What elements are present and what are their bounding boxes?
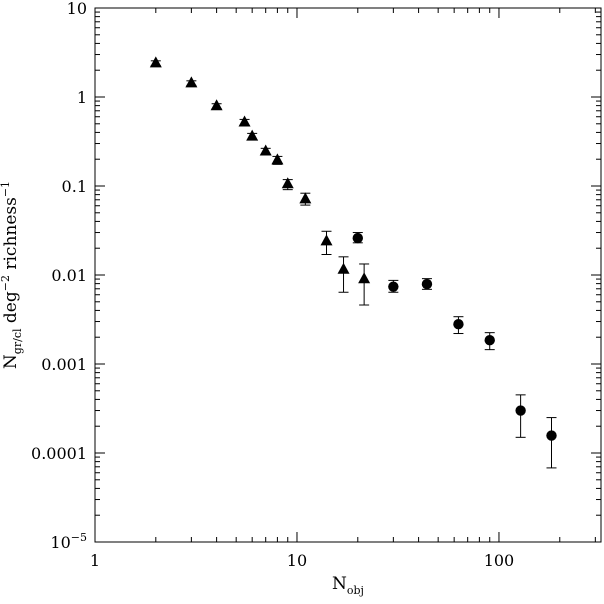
triangle-point: [299, 192, 312, 204]
x-axis-title: Nobj: [332, 574, 364, 597]
y-tick-label: 10: [67, 0, 87, 18]
triangle-point: [259, 144, 272, 156]
error-bar: [359, 263, 370, 306]
y-axis-title: Ngr/cl deg−2 richness−1: [0, 181, 24, 369]
circle-point: [546, 430, 557, 441]
y-tick-label: 0.01: [51, 266, 87, 285]
triangle-point: [271, 153, 284, 165]
y-tick-label: 0.001: [41, 355, 87, 374]
circle-point: [352, 232, 363, 244]
triangle-point: [185, 76, 198, 88]
triangle-point: [358, 272, 371, 284]
error-bar: [546, 417, 557, 469]
circle-point: [515, 405, 526, 416]
triangle-point: [320, 234, 333, 246]
circle-point: [388, 281, 399, 292]
error-bar: [515, 394, 526, 438]
tick-marks: [94, 7, 601, 543]
x-tick-label: 1: [90, 551, 100, 570]
y-tick-label: 10−5: [50, 531, 87, 552]
triangle-point: [246, 129, 259, 141]
x-tick-label: 100: [484, 551, 515, 570]
x-tick-label: 10: [287, 551, 307, 570]
error-bar: [338, 256, 349, 293]
y-tick-label: 1: [77, 88, 87, 107]
y-tick-labels: 10 1 0.1 0.01 0.001 0.0001 10−5: [31, 0, 87, 552]
circle-point: [453, 319, 464, 330]
triangle-point: [281, 177, 294, 189]
circle-point: [484, 335, 495, 346]
triangle-point: [149, 56, 162, 68]
triangle-point: [337, 262, 350, 274]
y-tick-label: 0.1: [62, 177, 87, 196]
circle-point: [421, 278, 433, 290]
triangle-point: [238, 115, 251, 127]
y-tick-label: 0.0001: [31, 444, 87, 463]
data-markers: [149, 56, 557, 441]
plot-frame: [94, 7, 602, 543]
x-tick-labels: 1 10 100: [90, 551, 514, 570]
error-bars: [150, 60, 557, 469]
triangle-point: [210, 99, 223, 111]
